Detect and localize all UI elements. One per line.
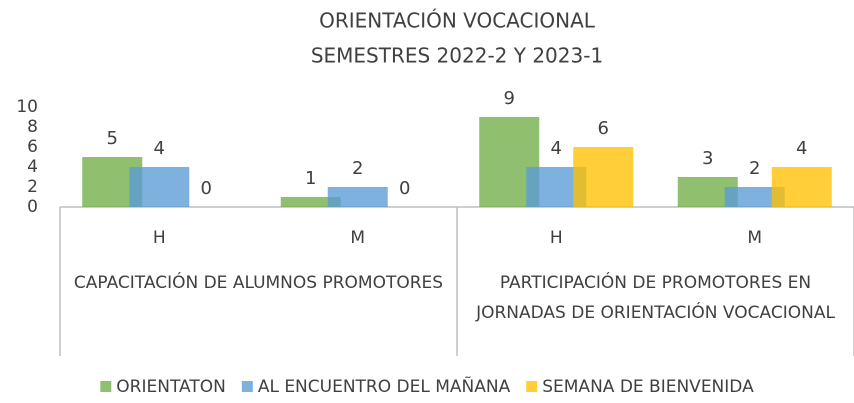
bar — [280, 197, 341, 207]
x-tick-label: M — [747, 228, 762, 248]
data-label: 5 — [107, 128, 118, 149]
x-tick-label: H — [153, 228, 166, 248]
bar — [573, 147, 634, 207]
legend-label: SEMANA DE BIENVENIDA — [542, 377, 754, 397]
group-label: CAPACITACIÓN DE ALUMNOS PROMOTORES — [74, 271, 443, 293]
group-label-line: PARTICIPACIÓN DE PROMOTORES EN — [500, 271, 811, 293]
legend-swatch — [526, 381, 538, 392]
y-tick-label: 8 — [27, 117, 38, 137]
data-label: 4 — [154, 138, 165, 159]
data-label: 4 — [796, 138, 807, 159]
data-label: 2 — [352, 158, 363, 179]
chart-title: ORIENTACIÓN VOCACIONAL — [319, 9, 596, 33]
x-tick-label: M — [350, 228, 365, 248]
y-tick-label: 6 — [27, 137, 38, 157]
data-label: 6 — [598, 118, 609, 139]
bar — [327, 187, 388, 207]
legend-label: ORIENTATON — [116, 377, 226, 397]
y-tick-label: 2 — [27, 177, 38, 197]
x-tick-label: H — [550, 228, 563, 248]
y-tick-label: 10 — [16, 97, 38, 117]
y-tick-label: 0 — [27, 197, 38, 217]
group-label: PARTICIPACIÓN DE PROMOTORES EN JORNADAS D… — [475, 271, 835, 323]
group-label-line: JORNADAS DE ORIENTACIÓN VOCACIONAL — [475, 301, 835, 323]
bar — [129, 167, 190, 207]
data-label: 2 — [749, 158, 760, 179]
y-tick-label: 4 — [27, 157, 38, 177]
bar — [771, 167, 832, 207]
data-label: 3 — [702, 148, 713, 169]
data-label: 4 — [551, 138, 562, 159]
bar — [724, 187, 785, 207]
data-label: 9 — [504, 88, 515, 109]
chart-subtitle: SEMESTRES 2022-2 Y 2023-1 — [311, 44, 603, 68]
legend-label: AL ENCUENTRO DEL MAÑANA — [258, 375, 511, 397]
legend: ORIENTATON AL ENCUENTRO DEL MAÑANA SEMANA … — [100, 375, 754, 397]
legend-swatch — [100, 381, 112, 392]
legend-swatch — [241, 381, 253, 392]
data-label: 1 — [305, 168, 316, 189]
group-label-line: CAPACITACIÓN DE ALUMNOS PROMOTORES — [74, 271, 443, 293]
data-label: 0 — [201, 178, 212, 199]
data-label: 0 — [399, 178, 410, 199]
